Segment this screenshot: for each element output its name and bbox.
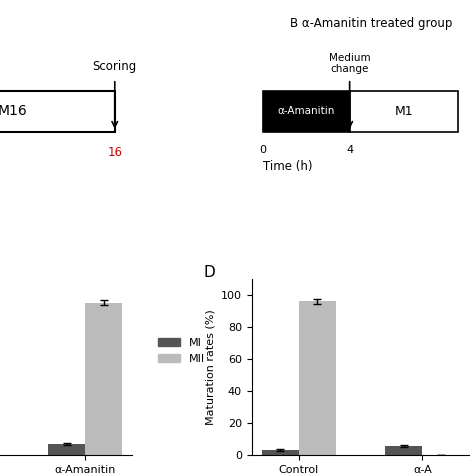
Y-axis label: Maturation rates (%): Maturation rates (%)	[206, 309, 216, 425]
Bar	[262, 450, 299, 455]
Text: α-Amanitin: α-Amanitin	[277, 106, 335, 116]
Text: M16: M16	[0, 104, 27, 118]
Text: 0: 0	[259, 145, 266, 155]
Bar	[263, 91, 350, 132]
Legend: MI, MII: MI, MII	[153, 334, 209, 368]
Text: M1: M1	[395, 105, 413, 118]
Bar	[385, 446, 422, 455]
Text: 16: 16	[107, 146, 122, 159]
Text: Scoring: Scoring	[92, 60, 137, 73]
Bar	[350, 91, 458, 132]
Text: Medium
change: Medium change	[329, 53, 371, 74]
Text: 4: 4	[346, 145, 353, 155]
Bar	[48, 444, 85, 455]
Text: B α-Amanitin treated group: B α-Amanitin treated group	[290, 17, 453, 30]
Text: D: D	[204, 264, 216, 280]
Text: Time (h): Time (h)	[263, 160, 312, 173]
Bar	[299, 301, 336, 455]
Bar	[0, 91, 115, 132]
Bar	[85, 303, 122, 455]
